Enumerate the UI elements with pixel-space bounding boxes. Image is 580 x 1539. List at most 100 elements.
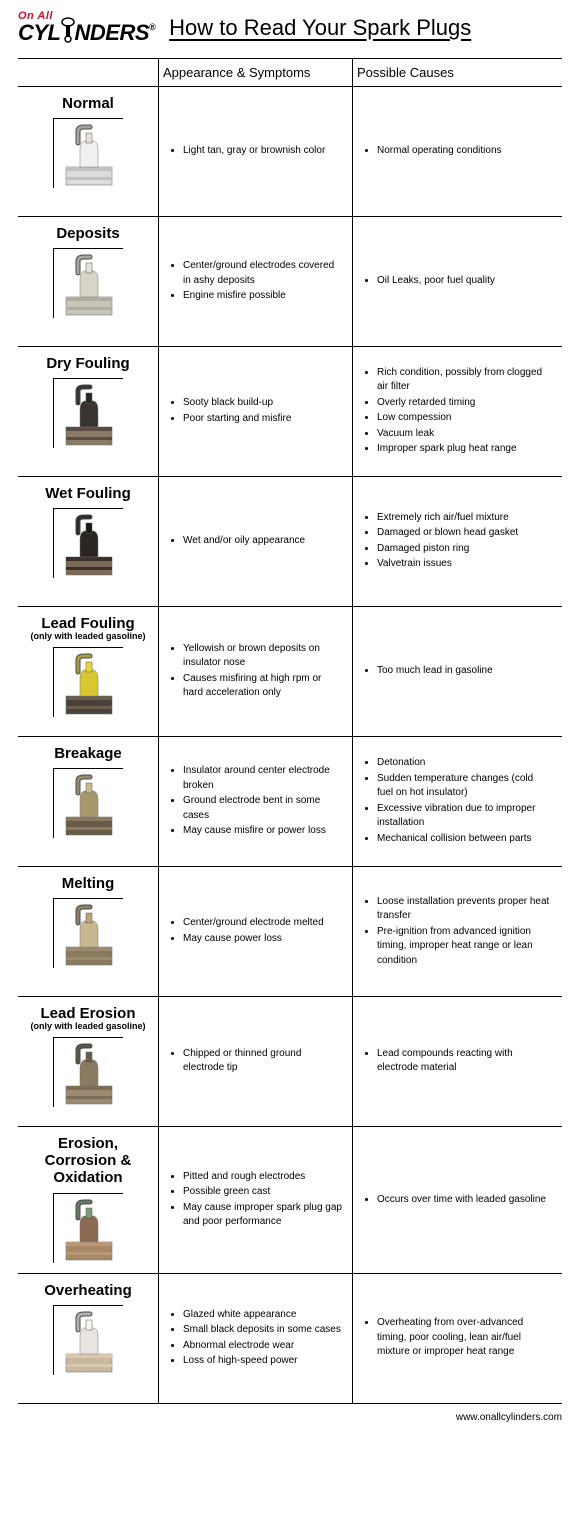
spark-plug-image: [53, 1037, 123, 1107]
list-item: Vacuum leak: [377, 427, 552, 442]
list-item: Detonation: [377, 756, 552, 771]
causes-cell: Normal operating conditions: [352, 87, 562, 216]
symptoms-list: Center/ground electrodes covered in ashy…: [165, 258, 342, 305]
spark-plug-icon: [54, 1306, 124, 1376]
condition-cell: Overheating: [18, 1274, 158, 1403]
causes-cell: Oil Leaks, poor fuel quality: [352, 217, 562, 346]
symptoms-list: Sooty black build-upPoor starting and mi…: [165, 395, 291, 427]
table-row: Breakage Insulator around center electro…: [18, 737, 562, 867]
table-row: Wet Fouling Wet and/or oily appearanceEx…: [18, 477, 562, 607]
condition-title: Deposits: [56, 225, 119, 242]
condition-title: Lead Erosion: [40, 1005, 135, 1022]
list-item: Light tan, gray or brownish color: [183, 144, 325, 159]
list-item: Chipped or thinned ground electrode tip: [183, 1047, 342, 1076]
causes-list: Rich condition, possibly from clogged ai…: [359, 365, 552, 458]
condition-title: Breakage: [54, 745, 122, 762]
list-item: Low compession: [377, 411, 552, 426]
list-item: Sudden temperature changes (cold fuel on…: [377, 772, 552, 801]
list-item: Occurs over time with leaded gasoline: [377, 1193, 546, 1208]
causes-list: Overheating from over-advanced timing, p…: [359, 1315, 552, 1361]
list-item: Pre-ignition from advanced ignition timi…: [377, 925, 552, 969]
condition-title: Melting: [62, 875, 115, 892]
condition-cell: Breakage: [18, 737, 158, 866]
list-item: Pitted and rough electrodes: [183, 1170, 342, 1185]
list-item: Rich condition, possibly from clogged ai…: [377, 366, 552, 395]
condition-cell: Lead Erosion(only with leaded gasoline): [18, 997, 158, 1126]
list-item: Glazed white appearance: [183, 1308, 341, 1323]
condition-cell: Dry Fouling: [18, 347, 158, 476]
condition-subtitle: (only with leaded gasoline): [30, 1021, 145, 1031]
spark-plug-image: [53, 1305, 123, 1375]
column-headers-row: Appearance & Symptoms Possible Causes: [18, 59, 562, 87]
condition-cell: Lead Fouling(only with leaded gasoline): [18, 607, 158, 736]
list-item: Mechanical collision between parts: [377, 832, 552, 847]
list-item: Overheating from over-advanced timing, p…: [377, 1316, 552, 1360]
symptoms-cell: Sooty black build-upPoor starting and mi…: [158, 347, 352, 476]
list-item: Engine misfire possible: [183, 289, 342, 304]
condition-title: Overheating: [44, 1282, 132, 1299]
causes-cell: Overheating from over-advanced timing, p…: [352, 1274, 562, 1403]
list-item: Wet and/or oily appearance: [183, 534, 305, 549]
list-item: Ground electrode bent in some cases: [183, 794, 342, 823]
condition-subtitle: (only with leaded gasoline): [30, 631, 145, 641]
col-header-causes: Possible Causes: [352, 59, 562, 86]
table-row: Normal Light tan, gray or brownish color…: [18, 87, 562, 217]
table-row: Overheating Glazed white appearanceSmall…: [18, 1274, 562, 1404]
spark-plug-icon: [54, 1038, 124, 1108]
symptoms-cell: Center/ground electrodes covered in ashy…: [158, 217, 352, 346]
condition-title: Lead Fouling: [41, 615, 134, 632]
list-item: Lead compounds reacting with electrode m…: [377, 1047, 552, 1076]
spark-plug-icon: [54, 899, 124, 969]
spark-plug-image: [53, 118, 123, 188]
condition-cell: Normal: [18, 87, 158, 216]
list-item: Damaged piston ring: [377, 542, 518, 557]
list-item: Improper spark plug heat range: [377, 442, 552, 457]
causes-list: Lead compounds reacting with electrode m…: [359, 1046, 552, 1077]
symptoms-cell: Light tan, gray or brownish color: [158, 87, 352, 216]
spark-plug-image: [53, 647, 123, 717]
list-item: Abnormal electrode wear: [183, 1339, 341, 1354]
list-item: May cause misfire or power loss: [183, 824, 342, 839]
spark-plug-icon: [54, 648, 124, 718]
spark-plug-icon: [54, 1194, 124, 1264]
col-header-spacer: [18, 59, 158, 86]
table-row: Deposits Center/ground electrodes covere…: [18, 217, 562, 347]
list-item: Excessive vibration due to improper inst…: [377, 802, 552, 831]
causes-list: Occurs over time with leaded gasoline: [359, 1192, 546, 1209]
list-item: Center/ground electrodes covered in ashy…: [183, 259, 342, 288]
causes-list: Too much lead in gasoline: [359, 663, 493, 680]
spark-plug-icon: [54, 509, 124, 579]
list-item: Normal operating conditions: [377, 144, 502, 159]
symptoms-list: Insulator around center electrode broken…: [165, 763, 342, 840]
list-item: Extremely rich air/fuel mixture: [377, 511, 518, 526]
condition-cell: Melting: [18, 867, 158, 996]
spark-plug-icon: [54, 249, 124, 319]
spark-plug-image: [53, 898, 123, 968]
table-row: Dry Fouling Sooty black build-upPoor sta…: [18, 347, 562, 477]
symptoms-cell: Glazed white appearanceSmall black depos…: [158, 1274, 352, 1403]
list-item: Loose installation prevents proper heat …: [377, 895, 552, 924]
causes-cell: Occurs over time with leaded gasoline: [352, 1127, 562, 1273]
symptoms-cell: Chipped or thinned ground electrode tip: [158, 997, 352, 1126]
list-item: May cause power loss: [183, 932, 324, 947]
infographic-page: { "header": { "logo_top": "On All", "log…: [0, 0, 580, 1453]
list-item: Too much lead in gasoline: [377, 664, 493, 679]
causes-list: DetonationSudden temperature changes (co…: [359, 755, 552, 847]
symptoms-list: Pitted and rough electrodesPossible gree…: [165, 1169, 342, 1231]
symptoms-cell: Pitted and rough electrodesPossible gree…: [158, 1127, 352, 1273]
spark-plug-image: [53, 378, 123, 448]
table-row: Lead Fouling(only with leaded gasoline) …: [18, 607, 562, 737]
symptoms-list: Glazed white appearanceSmall black depos…: [165, 1307, 341, 1370]
causes-cell: Extremely rich air/fuel mixtureDamaged o…: [352, 477, 562, 606]
logo-bottom-text: CYLNDERS®: [18, 22, 155, 44]
list-item: Overly retarded timing: [377, 396, 552, 411]
symptoms-list: Chipped or thinned ground electrode tip: [165, 1046, 342, 1077]
condition-title: Erosion, Corrosion & Oxidation: [24, 1135, 152, 1187]
list-item: Small black deposits in some cases: [183, 1323, 341, 1338]
spark-plug-image: [53, 248, 123, 318]
list-item: Valvetrain issues: [377, 557, 518, 572]
list-item: Sooty black build-up: [183, 396, 291, 411]
symptoms-cell: Wet and/or oily appearance: [158, 477, 352, 606]
spark-plug-icon: [54, 119, 124, 189]
spark-plug-icon: [54, 769, 124, 839]
